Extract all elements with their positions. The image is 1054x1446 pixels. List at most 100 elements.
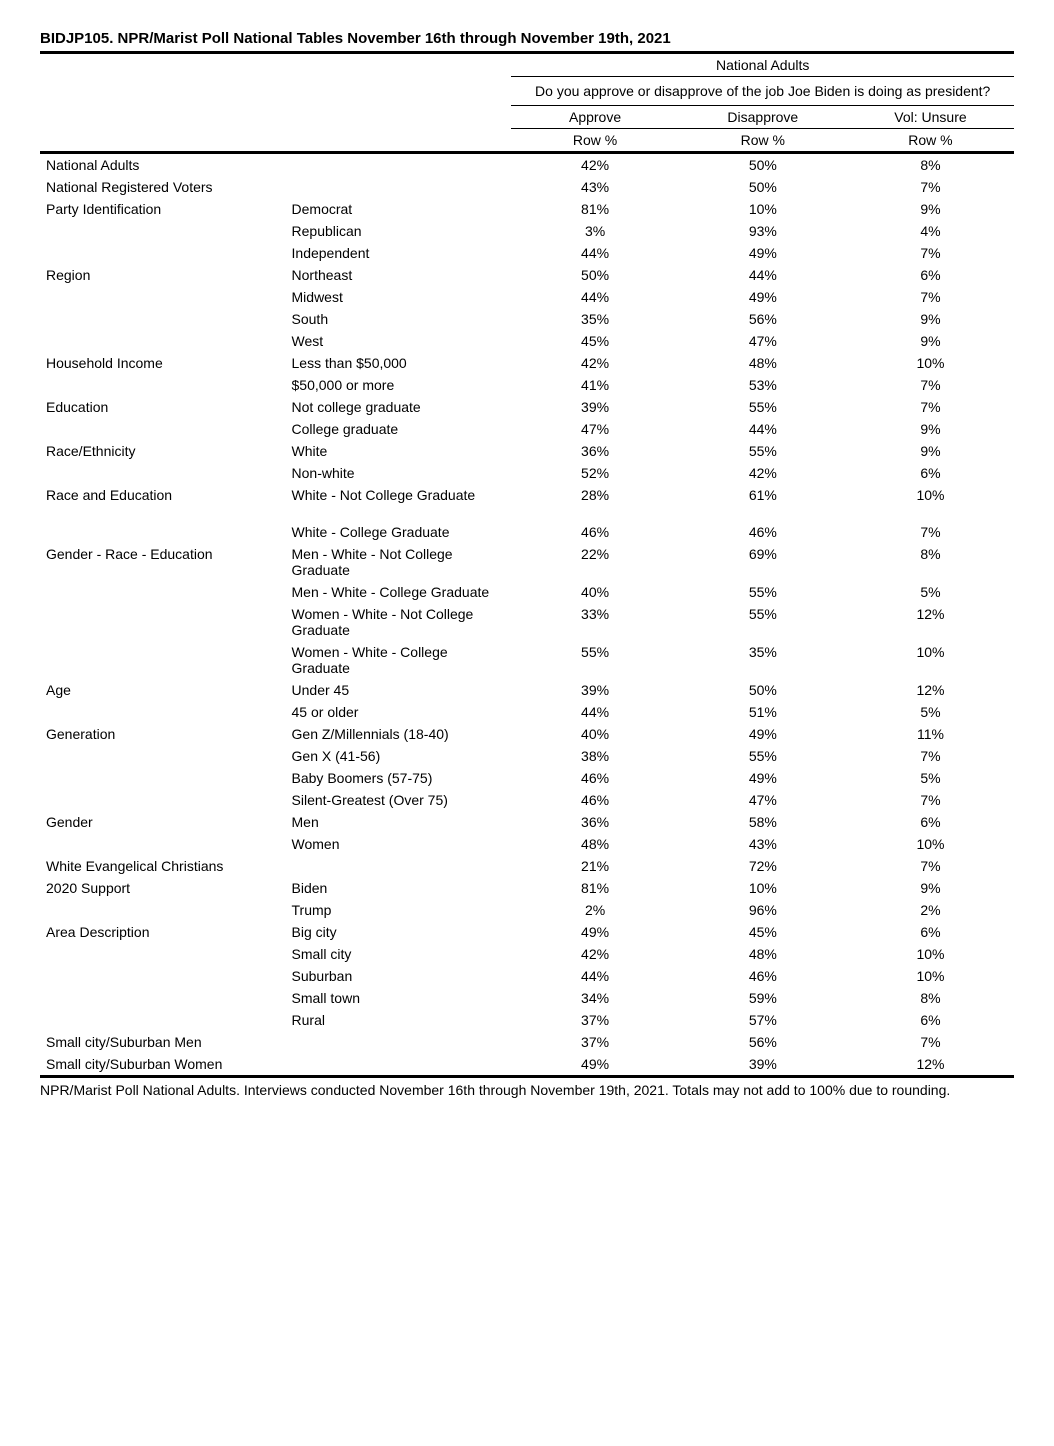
row-group-label [40,286,286,308]
table-header: National Adults Do you approve or disapp… [40,53,1014,153]
row-value: 55% [679,396,847,418]
row-group-label [40,965,286,987]
row-value: 7% [847,176,1014,198]
row-sub-label [286,1031,512,1053]
row-value: 45% [679,921,847,943]
row-value: 10% [847,484,1014,521]
row-sub-label: Silent-Greatest (Over 75) [286,789,512,811]
table-row: Silent-Greatest (Over 75)46%47%7% [40,789,1014,811]
row-value: 49% [679,242,847,264]
row-value: 72% [679,855,847,877]
row-value: 50% [679,153,847,177]
row-value: 7% [847,789,1014,811]
row-group-label: Age [40,679,286,701]
row-group-label [40,1009,286,1031]
header-sub-unsure: Row % [847,129,1014,153]
row-value: 4% [847,220,1014,242]
row-value: 81% [511,877,678,899]
row-value: 8% [847,153,1014,177]
row-value: 69% [679,543,847,581]
row-sub-label: Baby Boomers (57-75) [286,767,512,789]
table-row: Small city42%48%10% [40,943,1014,965]
row-value: 6% [847,921,1014,943]
row-group-label: 2020 Support [40,877,286,899]
row-value: 49% [679,767,847,789]
row-group-label [40,462,286,484]
row-value: 49% [511,921,678,943]
row-value: 10% [847,641,1014,679]
row-value: 36% [511,811,678,833]
row-group-label: Generation [40,723,286,745]
row-group-label [40,833,286,855]
row-value: 22% [511,543,678,581]
row-value: 55% [679,581,847,603]
row-value: 5% [847,701,1014,723]
row-value: 10% [847,965,1014,987]
row-value: 40% [511,723,678,745]
row-sub-label: White [286,440,512,462]
table-row: Party IdentificationDemocrat81%10%9% [40,198,1014,220]
row-sub-label: College graduate [286,418,512,440]
row-group-label [40,641,286,679]
row-sub-label: White - Not College Graduate [286,484,512,521]
row-value: 51% [679,701,847,723]
row-group-label [40,308,286,330]
row-value: 28% [511,484,678,521]
row-value: 57% [679,1009,847,1031]
row-value: 36% [511,440,678,462]
row-value: 41% [511,374,678,396]
row-value: 56% [679,1031,847,1053]
row-sub-label: 45 or older [286,701,512,723]
table-row: White Evangelical Christians21%72%7% [40,855,1014,877]
row-sub-label [286,176,512,198]
table-row: Small city/Suburban Women49%39%12% [40,1053,1014,1077]
row-value: 47% [679,789,847,811]
row-sub-label: Small city [286,943,512,965]
table-row: Men - White - College Graduate40%55%5% [40,581,1014,603]
row-value: 11% [847,723,1014,745]
row-group-label: Household Income [40,352,286,374]
table-body: National Adults42%50%8%National Register… [40,153,1014,1077]
row-group-label [40,521,286,543]
row-value: 8% [847,543,1014,581]
row-value: 37% [511,1009,678,1031]
row-value: 10% [847,833,1014,855]
table-row: Women48%43%10% [40,833,1014,855]
row-value: 59% [679,987,847,1009]
row-value: 10% [847,352,1014,374]
row-value: 42% [511,943,678,965]
row-group-label [40,745,286,767]
table-row: Household IncomeLess than $50,00042%48%1… [40,352,1014,374]
row-sub-label: Biden [286,877,512,899]
table-row: Republican3%93%4% [40,220,1014,242]
row-value: 55% [679,440,847,462]
row-value: 55% [679,603,847,641]
row-value: 33% [511,603,678,641]
row-value: 56% [679,308,847,330]
row-value: 50% [679,679,847,701]
poll-table: National Adults Do you approve or disapp… [40,51,1014,1078]
row-value: 46% [679,521,847,543]
row-value: 2% [847,899,1014,921]
table-row: 45 or older44%51%5% [40,701,1014,723]
header-question: Do you approve or disapprove of the job … [511,77,1014,106]
row-group-label: Small city/Suburban Women [40,1053,286,1077]
row-value: 44% [679,418,847,440]
row-value: 9% [847,198,1014,220]
row-sub-label: Women [286,833,512,855]
row-value: 40% [511,581,678,603]
row-group-label [40,603,286,641]
row-sub-label: White - College Graduate [286,521,512,543]
header-sub-approve: Row % [511,129,678,153]
row-group-label: White Evangelical Christians [40,855,286,877]
row-value: 10% [847,943,1014,965]
header-col-unsure: Vol: Unsure [847,106,1014,129]
row-sub-label: Small town [286,987,512,1009]
row-group-label: National Adults [40,153,286,177]
row-value: 44% [511,286,678,308]
row-value: 48% [511,833,678,855]
row-sub-label: Midwest [286,286,512,308]
row-value: 9% [847,308,1014,330]
row-value: 39% [679,1053,847,1077]
table-row: South35%56%9% [40,308,1014,330]
